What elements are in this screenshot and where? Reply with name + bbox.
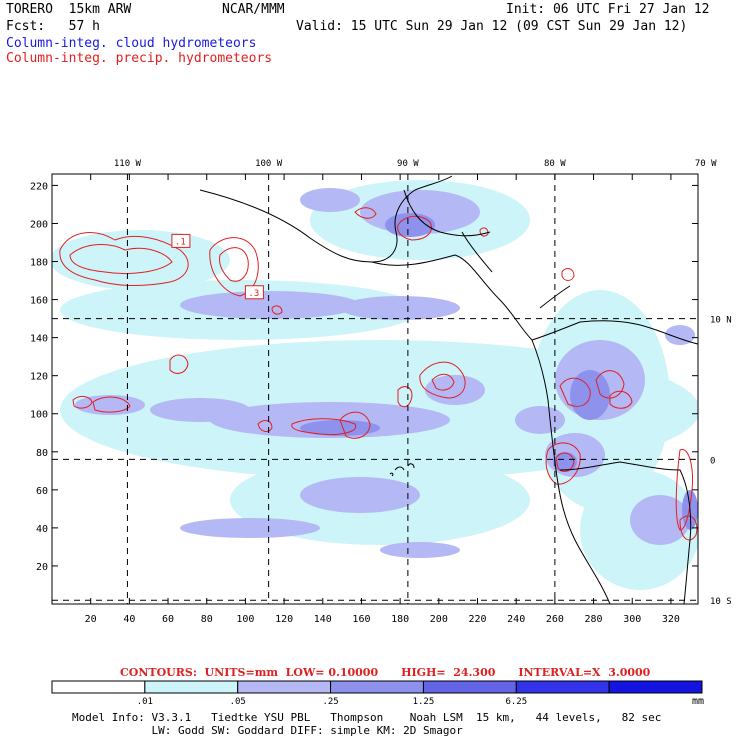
- lon-label: 90 W: [397, 159, 419, 169]
- x-tick-label: 240: [507, 614, 525, 625]
- lon-label: 110 W: [114, 159, 142, 169]
- y-tick-label: 120: [30, 372, 48, 383]
- colorbar-threshold: .05: [230, 697, 246, 707]
- y-tick-label: 40: [36, 524, 48, 535]
- x-tick-label: 300: [623, 614, 641, 625]
- field-cloud-label: Column-integ. cloud hydrometeors: [6, 36, 257, 51]
- y-tick-label: 140: [30, 334, 48, 345]
- field-precip-label: Column-integ. precip. hydrometeors: [6, 51, 273, 66]
- contour-label-text: .3: [248, 289, 259, 299]
- model-name: TORERO 15km ARW: [6, 2, 132, 17]
- x-tick-label: 180: [391, 614, 409, 625]
- x-tick-label: 20: [85, 614, 97, 625]
- lon-label: 100 W: [255, 159, 283, 169]
- x-tick-label: 220: [468, 614, 486, 625]
- colorbar-segment: [330, 680, 424, 694]
- colorbar-segment: [144, 680, 239, 694]
- x-tick-label: 160: [352, 614, 370, 625]
- x-tick-label: 100: [236, 614, 254, 625]
- init-time: Init: 06 UTC Fri 27 Jan 12: [506, 2, 710, 17]
- x-tick-label: 60: [162, 614, 174, 625]
- x-tick-label: 320: [662, 614, 680, 625]
- color-bar: .01 .05 .25 1.25 6.25: [51, 680, 703, 707]
- organization: NCAR/MMM: [222, 2, 285, 17]
- colorbar-unit: mm: [692, 696, 705, 707]
- model-info-line1: Model Info: V3.3.1 Tiedtke YSU PBL Thomp…: [72, 711, 662, 724]
- valid-time: Valid: 15 UTC Sun 29 Jan 12 (09 CST Sun …: [296, 19, 688, 34]
- model-info: Model Info: V3.3.1 Tiedtke YSU PBL Thomp…: [72, 711, 661, 737]
- y-tick-label: 160: [30, 296, 48, 307]
- colorbar-segment: [608, 680, 703, 694]
- colorbar-segment: [515, 680, 610, 694]
- lat-label: 10 S: [710, 597, 732, 607]
- y-tick-label: 20: [36, 562, 48, 573]
- tick-labels: 110 W 100 W 90 W 80 W 70 W 10 N 0 10 S 20 40 60 80 1…: [30, 159, 732, 625]
- y-tick-label: 80: [36, 448, 48, 459]
- x-tick-label: 40: [123, 614, 135, 625]
- y-tick-label: 200: [30, 219, 48, 230]
- forecast-hour: Fcst: 57 h: [6, 19, 100, 34]
- contour-label-text: .1: [175, 237, 186, 247]
- map-frame: [51, 173, 699, 605]
- map-ticks: [52, 174, 698, 604]
- x-tick-label: 260: [546, 614, 564, 625]
- x-tick-label: 280: [585, 614, 603, 625]
- colorbar-threshold: .25: [322, 697, 338, 707]
- y-tick-label: 60: [36, 486, 48, 497]
- lon-label: 80 W: [544, 159, 566, 169]
- colorbar-segment: [237, 680, 332, 694]
- colorbar-segment: [422, 680, 517, 694]
- y-tick-label: 180: [30, 258, 48, 269]
- lat-label: 0: [710, 456, 715, 466]
- contour-label-box: [171, 233, 191, 248]
- colorbar-threshold: 6.25: [505, 697, 527, 707]
- lat-label: 10 N: [710, 316, 732, 326]
- model-info-line2: LW: Godd SW: Goddard DIFF: simple KM: 2D…: [72, 724, 463, 737]
- coastline: [199, 175, 698, 604]
- colorbar-threshold: 1.25: [413, 697, 435, 707]
- x-tick-label: 120: [275, 614, 293, 625]
- x-tick-label: 140: [314, 614, 332, 625]
- y-tick-label: 100: [30, 410, 48, 421]
- lon-label: 70 W: [695, 159, 717, 169]
- x-tick-label: 80: [201, 614, 213, 625]
- cloud-hydrometeor-fill: [52, 180, 698, 590]
- contour-labels: .1 .3: [171, 233, 264, 300]
- precip-hydrometeor-contours: [59, 207, 698, 541]
- colorbar-threshold: .01: [137, 697, 153, 707]
- x-tick-label: 200: [430, 614, 448, 625]
- lat-lon-grid: [52, 174, 698, 604]
- y-tick-label: 220: [30, 181, 48, 192]
- colorbar-segment: [51, 680, 146, 694]
- contour-info: CONTOURS: UNITS=mm LOW= 0.10000 HIGH= 24…: [120, 666, 651, 679]
- contour-label-box: [244, 285, 264, 300]
